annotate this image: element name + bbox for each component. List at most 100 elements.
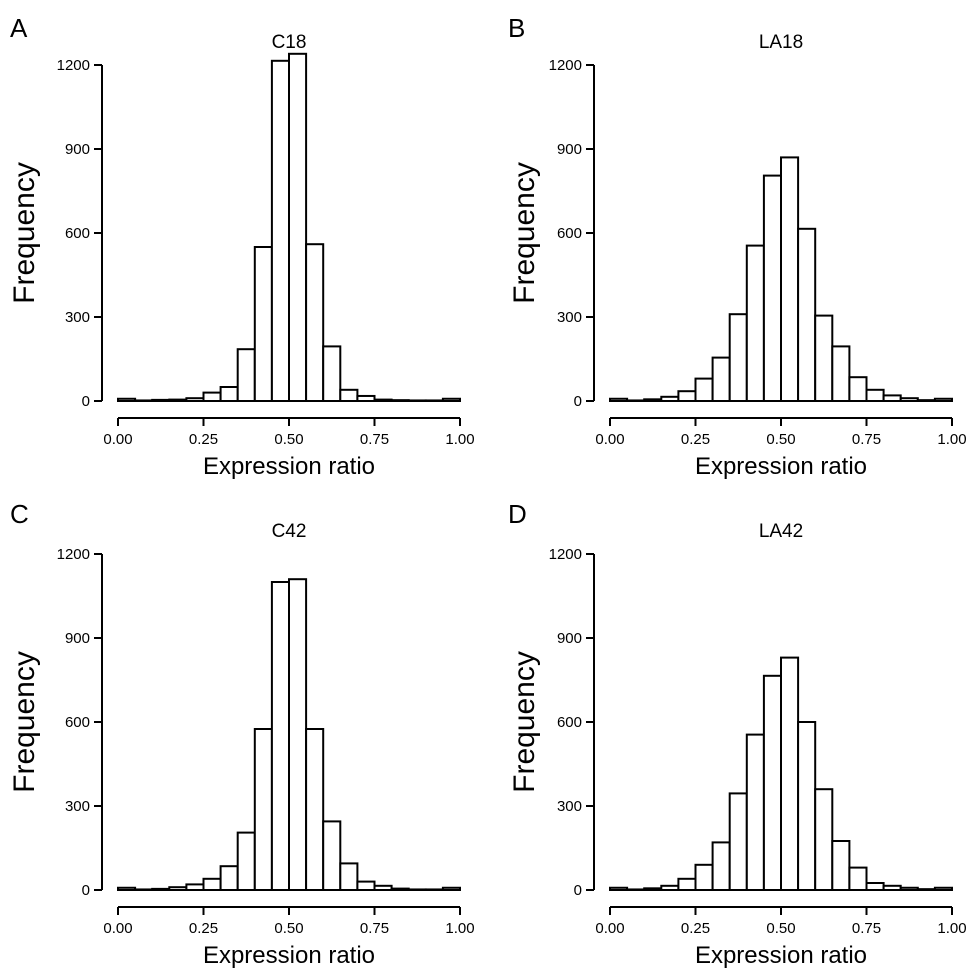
histogram-bar: [202, 877, 222, 891]
y-tick-label: 1200: [57, 546, 90, 563]
x-tick-label: 0.25: [189, 920, 218, 937]
panel-a: A C18 0 300 600 900 1200 0.00 0.25 0.50 0.75 1.00 Ex…: [8, 13, 475, 480]
y-tick-label: 0: [574, 393, 582, 410]
y-axis-label: Frequency: [508, 651, 541, 793]
x-tick-label: 1.00: [937, 920, 966, 937]
x-axis: 0.00 0.25 0.50 0.75 1.00: [595, 906, 967, 937]
histogram-bar: [762, 174, 783, 402]
y-tick-label: 1200: [549, 57, 582, 74]
histogram-bar: [660, 395, 680, 402]
x-tick-label: 0.00: [595, 431, 624, 448]
y-tick-label: 600: [557, 225, 582, 242]
histogram-bar: [151, 887, 171, 892]
y-tick-label: 900: [557, 630, 582, 647]
x-axis-label: Expression ratio: [203, 942, 375, 969]
x-tick-label: 0.75: [852, 431, 881, 448]
y-axis: 0 300 600 900 1200: [549, 57, 595, 410]
histogram-bar: [933, 397, 954, 403]
histogram-bar: [677, 877, 697, 891]
x-tick-label: 0.25: [681, 920, 710, 937]
x-tick-label: 1.00: [445, 431, 474, 448]
histogram-bar: [660, 884, 680, 891]
histogram-bar: [865, 388, 885, 402]
histogram-bar: [916, 888, 936, 891]
x-tick-label: 0.00: [103, 920, 132, 937]
histogram-bar: [322, 820, 342, 892]
y-tick-label: 0: [82, 393, 90, 410]
histogram-bar: [168, 886, 188, 892]
x-tick-label: 0.25: [681, 431, 710, 448]
y-tick-label: 300: [557, 798, 582, 815]
x-axis: 0.00 0.25 0.50 0.75 1.00: [103, 906, 475, 937]
histogram-bar: [270, 581, 290, 891]
histogram-bar: [288, 578, 308, 891]
histogram-bar: [305, 243, 325, 402]
y-axis: 0 300 600 900 1200: [57, 546, 103, 899]
histogram-bar: [780, 156, 800, 402]
histogram-bar: [865, 882, 885, 891]
histogram-bar: [424, 888, 444, 892]
y-tick-label: 900: [65, 630, 90, 647]
x-tick-label: 0.75: [360, 920, 389, 937]
histogram-bar: [236, 348, 256, 403]
x-tick-label: 0.50: [274, 431, 303, 448]
x-tick-label: 0.25: [189, 431, 218, 448]
histogram-bar: [305, 728, 325, 891]
histogram-bar: [168, 398, 188, 403]
histogram-bar: [626, 399, 646, 403]
panel-title: LA18: [759, 32, 803, 53]
histogram-bar: [831, 345, 851, 402]
x-axis: 0.00 0.25 0.50 0.75 1.00: [103, 417, 475, 448]
histogram-bar: [253, 728, 273, 891]
histogram-bar: [728, 792, 748, 892]
panel-title: C42: [272, 521, 307, 542]
histogram-bar: [253, 246, 273, 402]
histogram-bar: [728, 313, 748, 403]
histogram-bar: [609, 397, 629, 403]
panel-letter: C: [10, 499, 29, 529]
histogram-bar: [407, 888, 427, 892]
histogram-bar: [373, 398, 393, 403]
x-axis-label: Expression ratio: [695, 942, 867, 969]
x-axis-label: Expression ratio: [203, 453, 375, 480]
histogram-bar: [185, 397, 205, 403]
histogram-bar: [848, 376, 868, 403]
histogram-bar: [933, 886, 954, 892]
panel-d: D LA42 0 300 600 900 1200 0.00 0.25 0.50 0.75 1.00 E…: [508, 499, 967, 969]
histogram-bar: [441, 397, 461, 403]
histogram-bar: [882, 394, 902, 402]
histogram-bar: [916, 399, 936, 403]
histogram-bar: [151, 398, 171, 403]
panel-b: B LA18 0 300 600 900 1200 0.00 0.25 0.50 0.75 1.00 E…: [508, 13, 967, 480]
x-tick-label: 0.50: [274, 920, 303, 937]
x-tick-label: 1.00: [937, 431, 966, 448]
histogram-bar: [117, 886, 137, 892]
panel-letter: A: [10, 13, 28, 43]
histogram-bar: [339, 862, 359, 892]
histogram-bar: [270, 59, 290, 403]
x-axis: 0.00 0.25 0.50 0.75 1.00: [595, 417, 967, 448]
histogram-bar: [882, 884, 902, 891]
histogram-bar: [185, 883, 205, 892]
y-axis-label: Frequency: [508, 162, 541, 304]
histogram-bar: [677, 390, 697, 403]
histogram-bars: [117, 52, 461, 403]
histogram-bar: [356, 880, 376, 891]
histogram-bar: [711, 841, 731, 892]
histogram-bar: [899, 886, 919, 892]
y-axis-label: Frequency: [8, 651, 41, 793]
histogram-bar: [745, 244, 765, 402]
histogram-bar: [424, 399, 444, 403]
histogram-bar: [219, 865, 239, 892]
y-axis: 0 300 600 900 1200: [549, 546, 595, 899]
histogram-bar: [745, 733, 765, 891]
histogram-bar: [814, 788, 834, 892]
x-tick-label: 0.00: [103, 431, 132, 448]
y-tick-label: 600: [65, 714, 90, 731]
y-tick-label: 0: [82, 882, 90, 899]
histogram-bar: [288, 52, 308, 403]
histogram-bar: [441, 886, 461, 892]
histogram-bar: [643, 887, 663, 892]
histogram-bar: [694, 377, 714, 403]
